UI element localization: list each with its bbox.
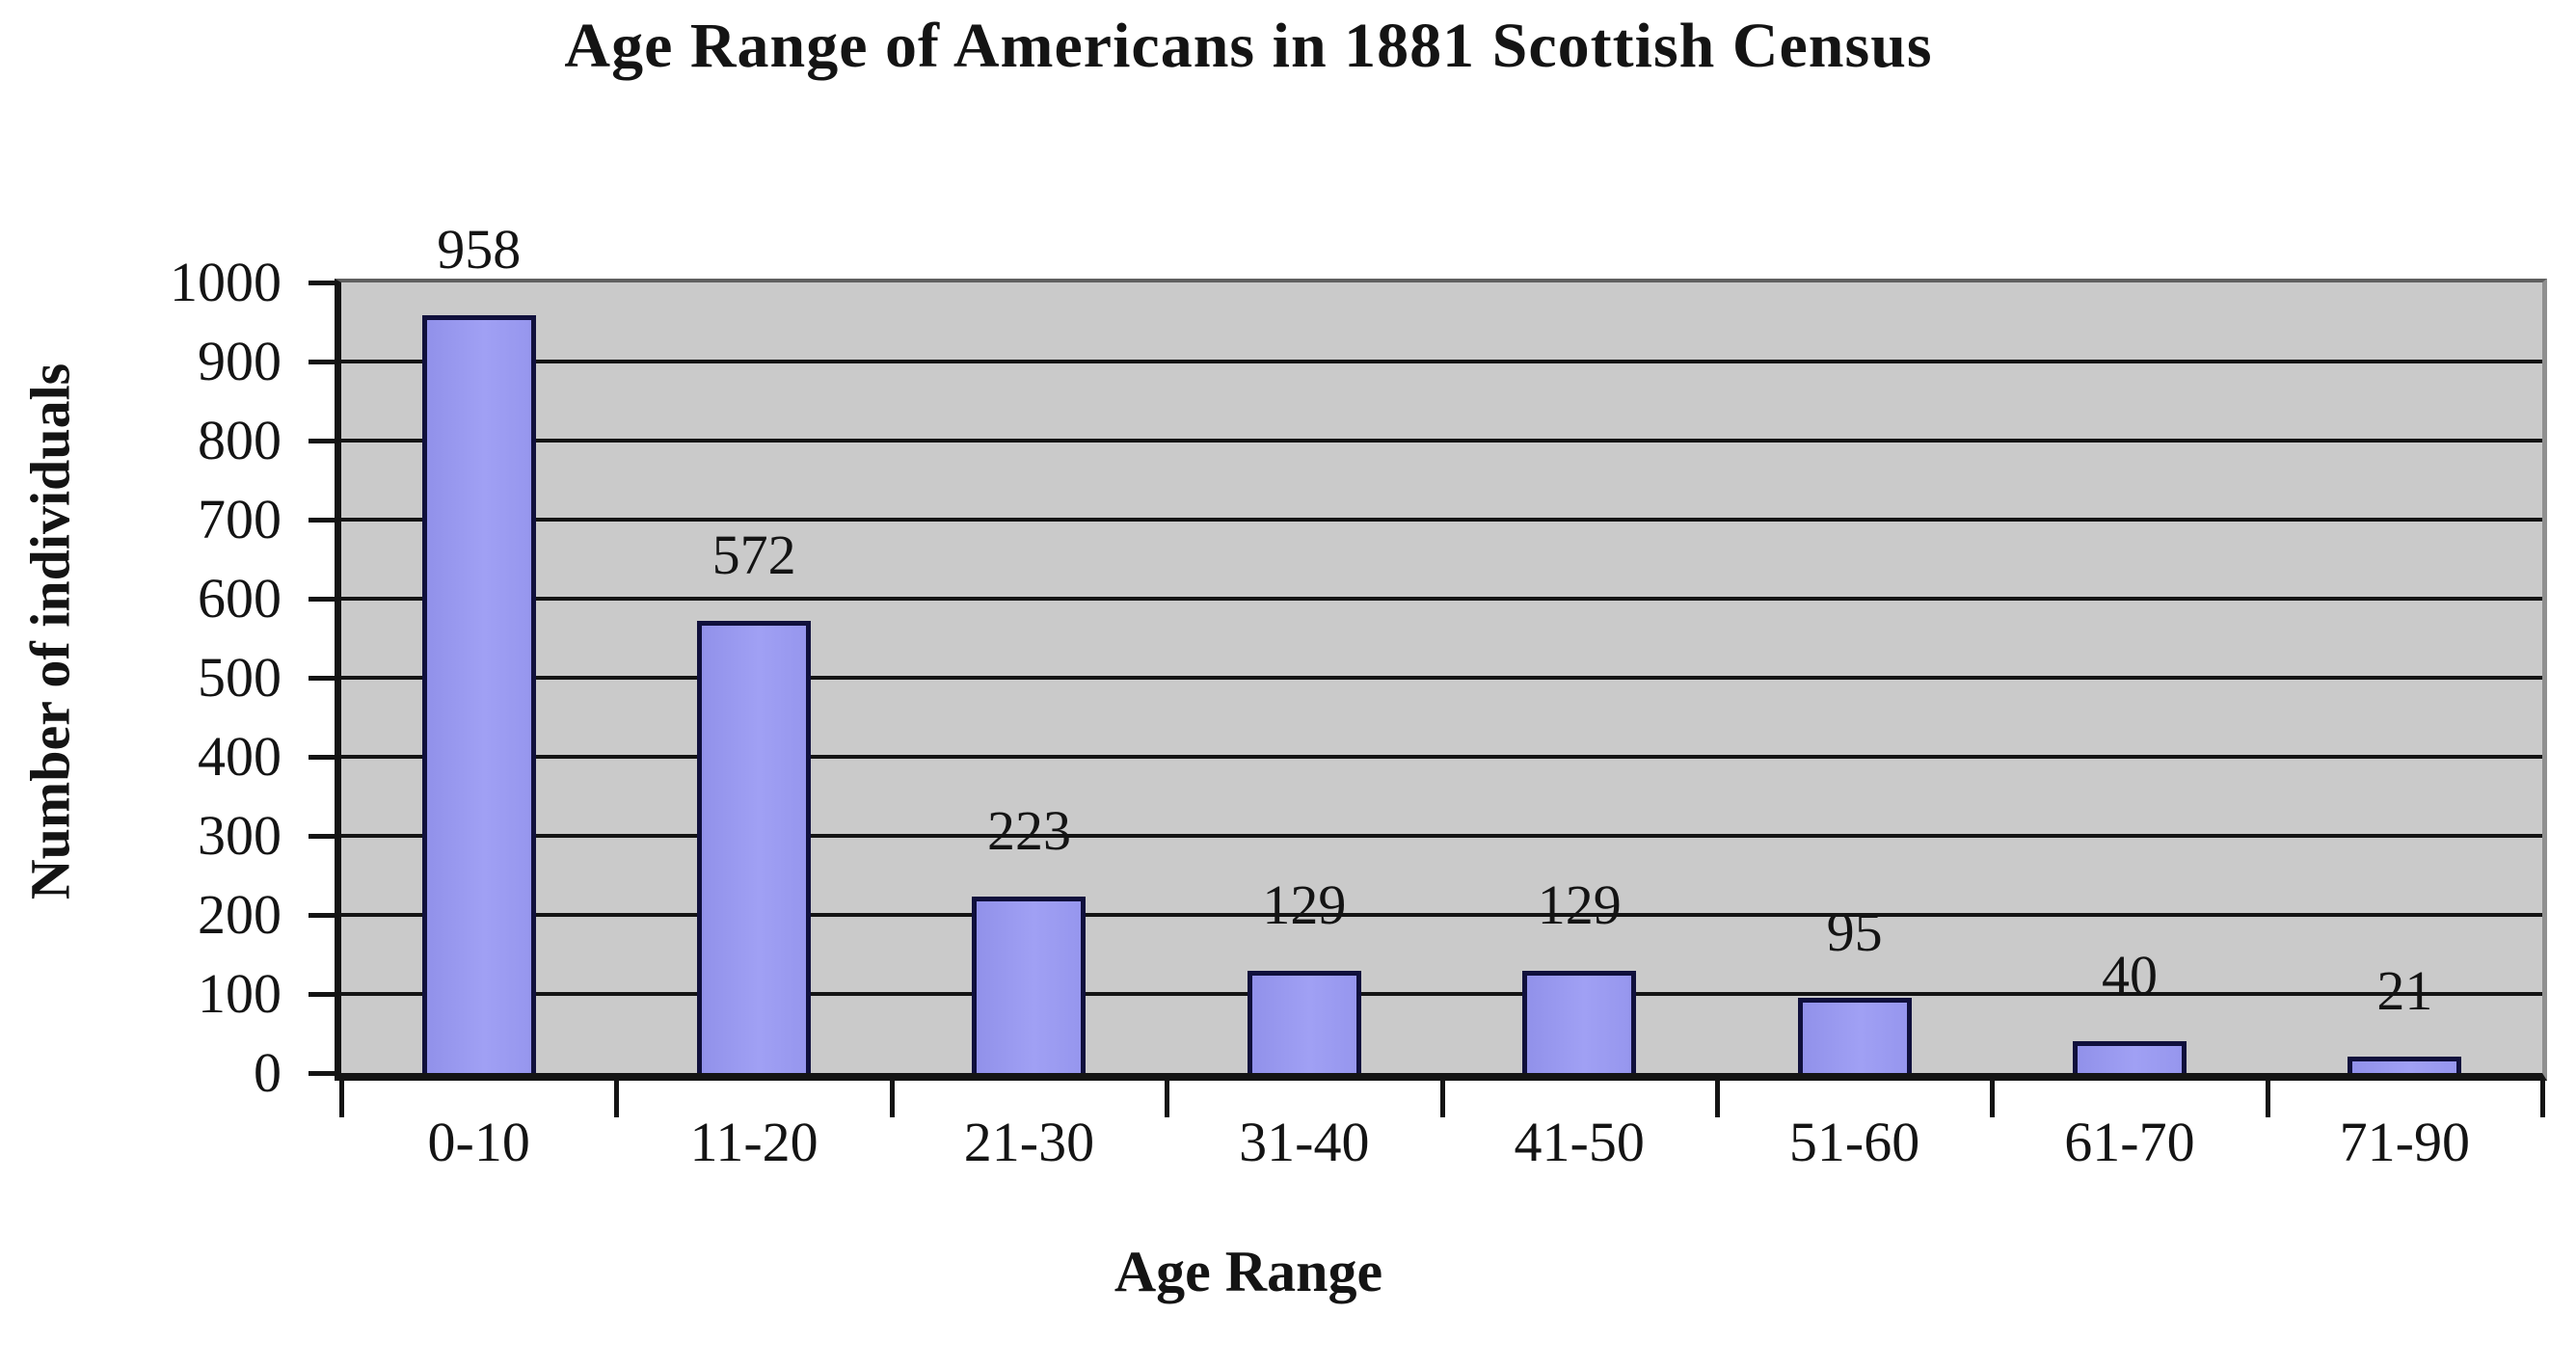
gridline-400 bbox=[341, 755, 2542, 759]
bar-value-label-51-60: 95 bbox=[1826, 900, 1883, 964]
bar-31-40 bbox=[1247, 971, 1361, 1073]
x-tick-label-51-60: 51-60 bbox=[1788, 1111, 1920, 1173]
gridline-800 bbox=[341, 439, 2542, 443]
x-tick-label-11-20: 11-20 bbox=[689, 1111, 818, 1173]
gridline-500 bbox=[341, 676, 2542, 680]
x-tick-label-0-10: 0-10 bbox=[427, 1111, 530, 1173]
bar-value-label-21-30: 223 bbox=[986, 799, 1071, 863]
y-tick-label-300: 300 bbox=[198, 804, 282, 867]
y-tick-label-100: 100 bbox=[198, 962, 282, 1025]
bar-41-50 bbox=[1522, 971, 1637, 1073]
y-tick-label-700: 700 bbox=[198, 488, 282, 550]
x-tick-label-21-30: 21-30 bbox=[963, 1111, 1095, 1173]
bar-61-70 bbox=[2072, 1041, 2187, 1073]
y-tick-0 bbox=[309, 1071, 335, 1076]
y-tick-label-0: 0 bbox=[254, 1041, 282, 1104]
bar-value-label-41-50: 129 bbox=[1537, 873, 1622, 937]
gridline-300 bbox=[341, 834, 2542, 838]
x-tick-label-61-70: 61-70 bbox=[2064, 1111, 2195, 1173]
y-tick-700 bbox=[309, 518, 335, 523]
bar-value-label-0-10: 958 bbox=[437, 218, 522, 282]
gridline-200 bbox=[341, 913, 2542, 917]
x-tick-4 bbox=[1439, 1081, 1445, 1117]
x-tick-3 bbox=[1165, 1081, 1170, 1117]
y-tick-200 bbox=[309, 913, 335, 918]
bar-51-60 bbox=[1797, 998, 1912, 1073]
x-axis-title: Age Range bbox=[1114, 1240, 1383, 1303]
bar-value-label-61-70: 40 bbox=[2101, 944, 2158, 1007]
y-tick-100 bbox=[309, 992, 335, 997]
y-tick-900 bbox=[309, 360, 335, 364]
y-tick-label-400: 400 bbox=[198, 725, 282, 788]
x-tick-label-31-40: 31-40 bbox=[1239, 1111, 1370, 1173]
y-tick-400 bbox=[309, 755, 335, 760]
gridline-700 bbox=[341, 518, 2542, 522]
bar-0-10 bbox=[421, 315, 536, 1073]
x-tick-label-41-50: 41-50 bbox=[1514, 1111, 1645, 1173]
y-tick-label-900: 900 bbox=[198, 330, 282, 392]
x-tick-6 bbox=[1990, 1081, 1996, 1117]
x-tick-8 bbox=[2540, 1081, 2545, 1117]
gridline-100 bbox=[341, 992, 2542, 996]
gridline-600 bbox=[341, 597, 2542, 601]
x-tick-7 bbox=[2265, 1081, 2270, 1117]
y-tick-label-600: 600 bbox=[198, 567, 282, 630]
bar-value-label-71-90: 21 bbox=[2376, 958, 2433, 1022]
y-tick-1000 bbox=[309, 281, 335, 285]
y-tick-label-800: 800 bbox=[198, 409, 282, 471]
y-tick-label-1000: 1000 bbox=[170, 251, 282, 313]
x-tick-0 bbox=[339, 1081, 344, 1117]
chart-title: Age Range of Americans in 1881 Scottish … bbox=[564, 11, 1933, 81]
y-tick-label-500: 500 bbox=[198, 646, 282, 709]
y-tick-600 bbox=[309, 597, 335, 602]
y-tick-label-200: 200 bbox=[198, 883, 282, 946]
bar-value-label-11-20: 572 bbox=[711, 523, 796, 586]
x-tick-5 bbox=[1714, 1081, 1720, 1117]
bar-value-label-31-40: 129 bbox=[1262, 873, 1347, 937]
y-tick-800 bbox=[309, 439, 335, 443]
x-tick-label-71-90: 71-90 bbox=[2339, 1111, 2470, 1173]
x-tick-1 bbox=[614, 1081, 620, 1117]
bar-21-30 bbox=[972, 897, 1087, 1073]
bar-11-20 bbox=[697, 620, 812, 1073]
y-tick-300 bbox=[309, 834, 335, 839]
bar-71-90 bbox=[2348, 1056, 2462, 1073]
plot-area bbox=[335, 279, 2547, 1081]
y-tick-500 bbox=[309, 676, 335, 681]
gridline-900 bbox=[341, 360, 2542, 363]
x-tick-2 bbox=[889, 1081, 895, 1117]
